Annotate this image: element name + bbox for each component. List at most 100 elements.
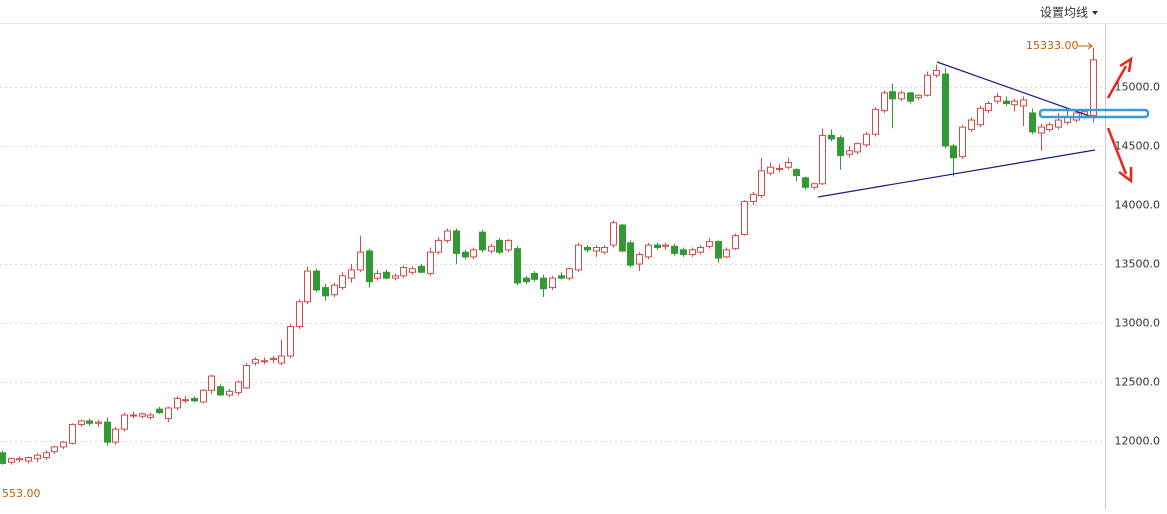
candle-body: [872, 108, 879, 135]
candle-body: [453, 230, 460, 254]
candle-body: [296, 301, 303, 328]
candle-body: [16, 458, 23, 461]
candle-body: [811, 183, 818, 188]
candle-body: [942, 73, 949, 147]
candle-body: [627, 242, 634, 266]
candle-body: [270, 357, 277, 361]
candle-body: [680, 249, 687, 256]
candle-body: [95, 421, 102, 424]
candle-body: [182, 399, 189, 402]
candle-body: [418, 265, 425, 273]
candle-body: [758, 170, 765, 197]
candle-body: [1046, 124, 1053, 130]
menu-label[interactable]: 设置均线: [1040, 6, 1088, 20]
candle-body: [959, 126, 966, 158]
candle-body: [505, 239, 512, 251]
candle-body: [313, 270, 320, 291]
candle-body: [470, 249, 477, 258]
candle-body: [977, 107, 984, 126]
candle-body: [78, 420, 85, 425]
candle-body: [575, 244, 582, 271]
candle-body: [793, 169, 800, 176]
trend-line: [936, 61, 1096, 119]
candle-body: [950, 145, 957, 159]
candle-body: [776, 167, 783, 170]
candle-body: [226, 390, 233, 396]
candle-body: [444, 230, 451, 241]
candle-body: [584, 246, 591, 251]
candle-body: [593, 246, 600, 252]
candle-body: [339, 275, 346, 289]
candle-body: [785, 162, 792, 168]
candle-body: [915, 94, 922, 99]
candle-body: [994, 95, 1001, 102]
candle-body: [540, 277, 547, 290]
grid: 12000.0 12500.0 13000.0 13500.0 14000.0 14500…: [0, 81, 1160, 448]
candle-body: [304, 270, 311, 303]
menu-caret[interactable]: [1092, 11, 1098, 15]
candle-body: [933, 69, 940, 76]
candle-body: [261, 360, 268, 363]
candle-body: [750, 193, 757, 202]
candle-body: [619, 224, 626, 252]
candle-body: [174, 397, 181, 409]
candle-body: [392, 275, 399, 279]
candle-body: [924, 74, 931, 96]
candle-body: [69, 423, 76, 444]
candle-body: [1029, 112, 1036, 133]
candle-body: [689, 249, 696, 256]
candle-body: [1038, 126, 1045, 134]
candles: [0, 47, 1097, 465]
candle-body: [427, 251, 434, 274]
candle-body: [51, 446, 58, 453]
candle-body: [322, 287, 329, 297]
candle-body: [549, 277, 556, 289]
candle-body: [741, 200, 748, 235]
candle-body: [837, 137, 844, 156]
candle-body: [252, 359, 259, 364]
candle-body: [34, 454, 41, 460]
candle-body: [25, 456, 32, 462]
candle-body: [863, 133, 870, 146]
candle-body: [165, 407, 172, 420]
candle-body: [348, 269, 355, 279]
candle-body: [1011, 100, 1018, 106]
candle-body: [1020, 99, 1027, 107]
candle-body: [278, 355, 285, 364]
candle-body: [366, 250, 373, 283]
trend-line: [817, 149, 1096, 198]
candle-body: [139, 413, 146, 417]
candle-body: [217, 386, 224, 396]
candle-body: [697, 246, 704, 253]
candle-body: [968, 119, 975, 130]
candle-body: [130, 414, 137, 417]
candle-body: [566, 268, 573, 279]
candle-body: [819, 134, 826, 185]
candle-body: [1090, 59, 1097, 116]
candle-body: [104, 421, 111, 443]
candle-body: [121, 414, 128, 430]
candle-body: [671, 245, 678, 254]
candle-body: [985, 103, 992, 112]
candle-body: [287, 326, 294, 357]
candle-body: [889, 91, 896, 100]
candle-body: [723, 249, 730, 258]
y-tick-label: 12000.0: [1115, 435, 1161, 448]
y-tick-label: 15000.0: [1115, 81, 1161, 94]
arrow-down: [1106, 127, 1133, 184]
candle-body: [112, 428, 119, 443]
candle-body: [523, 277, 530, 283]
candle-body: [400, 267, 407, 277]
candle-body: [1055, 119, 1062, 128]
candle-body: [898, 92, 905, 100]
overlay: [817, 42, 1150, 198]
candle-body: [0, 452, 6, 464]
candle-body: [732, 235, 739, 250]
candle-body: [531, 272, 538, 280]
candle-body: [156, 408, 163, 414]
candle-body: [645, 244, 652, 258]
max-label: 15333.00: [1026, 39, 1079, 52]
candle-body: [488, 245, 495, 252]
